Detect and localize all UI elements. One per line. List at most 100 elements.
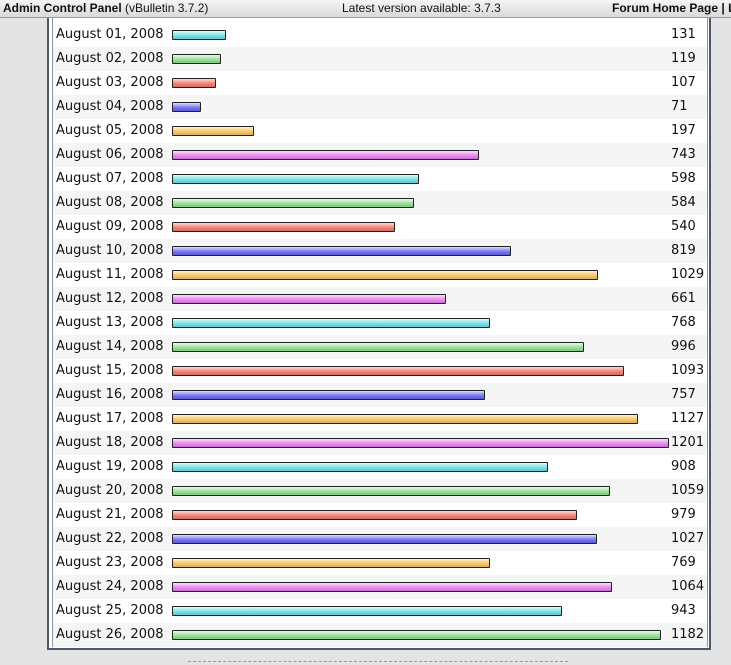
row-date: August 01, 2008 bbox=[56, 27, 164, 42]
row-count: 769 bbox=[671, 555, 696, 570]
row-date: August 06, 2008 bbox=[56, 147, 164, 162]
row-count: 598 bbox=[671, 171, 696, 186]
topbar-link-separator: | L bbox=[721, 1, 731, 15]
row-count: 1093 bbox=[671, 363, 705, 378]
row-date: August 19, 2008 bbox=[56, 459, 164, 474]
row-bar bbox=[172, 414, 638, 424]
row-count: 768 bbox=[671, 315, 696, 330]
row-bar bbox=[172, 582, 612, 592]
table-row: August 25, 2008 943 bbox=[53, 599, 707, 623]
row-count: 743 bbox=[671, 147, 696, 162]
table-row: August 03, 2008 107 bbox=[53, 71, 707, 95]
row-date: August 21, 2008 bbox=[56, 507, 164, 522]
row-bar bbox=[172, 318, 490, 328]
table-row: August 13, 2008 768 bbox=[53, 311, 707, 335]
table-row: August 18, 2008 1201 bbox=[53, 431, 707, 455]
table-row: August 21, 2008 979 bbox=[53, 503, 707, 527]
row-bar bbox=[172, 78, 216, 88]
row-date: August 25, 2008 bbox=[56, 603, 164, 618]
row-bar bbox=[172, 246, 511, 256]
row-count: 757 bbox=[671, 387, 696, 402]
stats-panel: August 01, 2008 131 August 02, 2008 119 Augu… bbox=[47, 18, 711, 650]
row-date: August 10, 2008 bbox=[56, 243, 164, 258]
table-row: August 08, 2008 584 bbox=[53, 191, 707, 215]
row-count: 819 bbox=[671, 243, 696, 258]
row-date: August 07, 2008 bbox=[56, 171, 164, 186]
row-date: August 15, 2008 bbox=[56, 363, 164, 378]
table-row: August 19, 2008 908 bbox=[53, 455, 707, 479]
row-count: 584 bbox=[671, 195, 696, 210]
row-bar bbox=[172, 558, 490, 568]
row-bar bbox=[172, 126, 254, 136]
row-bar bbox=[172, 198, 414, 208]
table-row: August 05, 2008 197 bbox=[53, 119, 707, 143]
row-date: August 04, 2008 bbox=[56, 99, 164, 114]
row-count: 1027 bbox=[671, 531, 705, 546]
table-row: August 17, 2008 1127 bbox=[53, 407, 707, 431]
row-count: 107 bbox=[671, 75, 696, 90]
row-count: 943 bbox=[671, 603, 696, 618]
row-bar bbox=[172, 294, 446, 304]
table-row: August 04, 2008 71 bbox=[53, 95, 707, 119]
row-date: August 23, 2008 bbox=[56, 555, 164, 570]
row-count: 908 bbox=[671, 459, 696, 474]
row-bar bbox=[172, 366, 624, 376]
row-date: August 11, 2008 bbox=[56, 267, 164, 282]
row-count: 979 bbox=[671, 507, 696, 522]
row-count: 540 bbox=[671, 219, 696, 234]
forum-home-link[interactable]: Forum Home Page bbox=[612, 1, 719, 15]
row-bar bbox=[172, 630, 661, 640]
row-date: August 08, 2008 bbox=[56, 195, 164, 210]
row-date: August 17, 2008 bbox=[56, 411, 164, 426]
row-date: August 26, 2008 bbox=[56, 627, 164, 642]
row-count: 1127 bbox=[671, 411, 705, 426]
dotted-divider bbox=[188, 661, 568, 662]
row-bar bbox=[172, 222, 395, 232]
table-row: August 24, 2008 1064 bbox=[53, 575, 707, 599]
row-bar bbox=[172, 54, 221, 64]
row-count: 119 bbox=[671, 51, 696, 66]
row-bar bbox=[172, 342, 584, 352]
row-date: August 12, 2008 bbox=[56, 291, 164, 306]
row-date: August 03, 2008 bbox=[56, 75, 164, 90]
row-bar bbox=[172, 102, 201, 112]
row-bar bbox=[172, 510, 577, 520]
row-count: 996 bbox=[671, 339, 696, 354]
row-date: August 24, 2008 bbox=[56, 579, 164, 594]
table-row: August 12, 2008 661 bbox=[53, 287, 707, 311]
panel-version: (vBulletin 3.7.2) bbox=[125, 1, 209, 15]
row-date: August 16, 2008 bbox=[56, 387, 164, 402]
table-row: August 07, 2008 598 bbox=[53, 167, 707, 191]
row-count: 71 bbox=[671, 99, 688, 114]
row-date: August 13, 2008 bbox=[56, 315, 164, 330]
row-count: 661 bbox=[671, 291, 696, 306]
topbar-title-group: Admin Control Panel (vBulletin 3.7.2) bbox=[3, 0, 208, 17]
row-date: August 20, 2008 bbox=[56, 483, 164, 498]
table-row: August 10, 2008 819 bbox=[53, 239, 707, 263]
row-date: August 22, 2008 bbox=[56, 531, 164, 546]
row-bar bbox=[172, 534, 597, 544]
stats-table: August 01, 2008 131 August 02, 2008 119 Augu… bbox=[52, 18, 708, 647]
table-row: August 22, 2008 1027 bbox=[53, 527, 707, 551]
table-row: August 01, 2008 131 bbox=[53, 23, 707, 47]
table-row: August 26, 2008 1182 bbox=[53, 623, 707, 647]
row-date: August 14, 2008 bbox=[56, 339, 164, 354]
row-count: 1201 bbox=[671, 435, 705, 450]
row-bar bbox=[172, 486, 610, 496]
table-row: August 02, 2008 119 bbox=[53, 47, 707, 71]
row-count: 1029 bbox=[671, 267, 705, 282]
row-date: August 02, 2008 bbox=[56, 51, 164, 66]
table-row: August 15, 2008 1093 bbox=[53, 359, 707, 383]
row-date: August 05, 2008 bbox=[56, 123, 164, 138]
row-bar bbox=[172, 150, 479, 160]
row-date: August 09, 2008 bbox=[56, 219, 164, 234]
panel-title: Admin Control Panel bbox=[3, 1, 122, 15]
latest-version-notice: Latest version available: 3.7.3 bbox=[342, 1, 501, 15]
row-date: August 18, 2008 bbox=[56, 435, 164, 450]
admin-topbar: Admin Control Panel (vBulletin 3.7.2) La… bbox=[0, 0, 731, 18]
row-count: 131 bbox=[671, 27, 696, 42]
table-row: August 09, 2008 540 bbox=[53, 215, 707, 239]
row-count: 1182 bbox=[671, 627, 705, 642]
row-count: 1059 bbox=[671, 483, 705, 498]
table-row: August 06, 2008 743 bbox=[53, 143, 707, 167]
